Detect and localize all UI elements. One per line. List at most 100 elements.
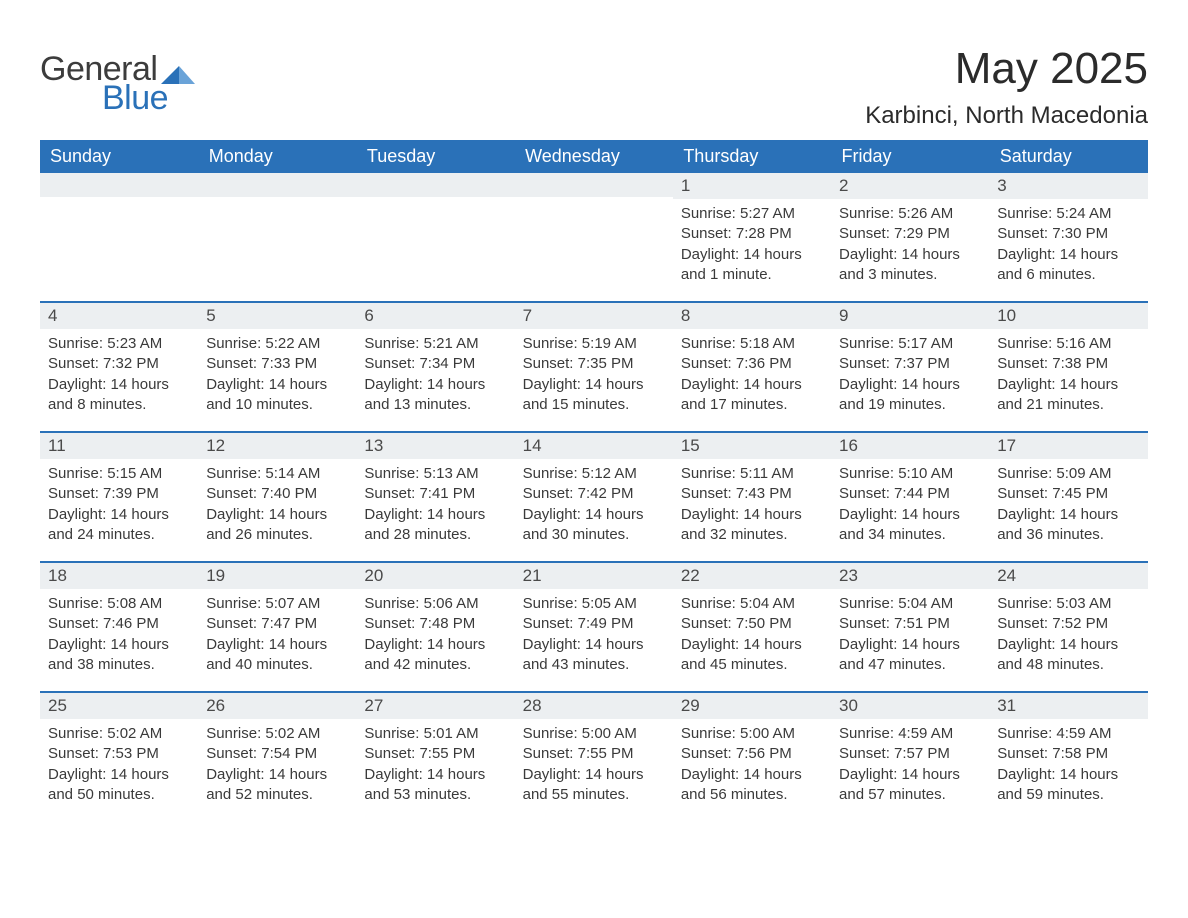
sunrise-text: Sunrise: 5:06 AM: [364, 594, 506, 614]
daylight-text: Daylight: 14 hours and 34 minutes.: [839, 505, 981, 546]
day-number: 6: [356, 303, 514, 329]
weekday-header: Thursday: [673, 140, 831, 173]
day-details: Sunrise: 5:00 AMSunset: 7:56 PMDaylight:…: [673, 719, 831, 813]
day-number-bar-empty: [198, 173, 356, 197]
sunset-text: Sunset: 7:28 PM: [681, 224, 823, 244]
day-number: 13: [356, 433, 514, 459]
sunrise-text: Sunrise: 5:12 AM: [523, 464, 665, 484]
day-number: 26: [198, 693, 356, 719]
day-details: Sunrise: 5:03 AMSunset: 7:52 PMDaylight:…: [989, 589, 1147, 683]
sunset-text: Sunset: 7:40 PM: [206, 484, 348, 504]
day-number: 19: [198, 563, 356, 589]
daylight-text: Daylight: 14 hours and 50 minutes.: [48, 765, 190, 806]
daylight-text: Daylight: 14 hours and 56 minutes.: [681, 765, 823, 806]
sunrise-text: Sunrise: 5:27 AM: [681, 204, 823, 224]
daylight-text: Daylight: 14 hours and 6 minutes.: [997, 245, 1139, 286]
calendar-cell: 8Sunrise: 5:18 AMSunset: 7:36 PMDaylight…: [673, 302, 831, 432]
day-details: Sunrise: 5:23 AMSunset: 7:32 PMDaylight:…: [40, 329, 198, 423]
day-number: 3: [989, 173, 1147, 199]
day-details: Sunrise: 5:14 AMSunset: 7:40 PMDaylight:…: [198, 459, 356, 553]
sunset-text: Sunset: 7:53 PM: [48, 744, 190, 764]
day-number: 30: [831, 693, 989, 719]
sunrise-text: Sunrise: 5:04 AM: [839, 594, 981, 614]
day-details: Sunrise: 5:09 AMSunset: 7:45 PMDaylight:…: [989, 459, 1147, 553]
sunset-text: Sunset: 7:58 PM: [997, 744, 1139, 764]
sunrise-text: Sunrise: 5:18 AM: [681, 334, 823, 354]
sunrise-text: Sunrise: 5:16 AM: [997, 334, 1139, 354]
sunrise-text: Sunrise: 5:15 AM: [48, 464, 190, 484]
calendar-cell: 11Sunrise: 5:15 AMSunset: 7:39 PMDayligh…: [40, 432, 198, 562]
day-details: Sunrise: 5:05 AMSunset: 7:49 PMDaylight:…: [515, 589, 673, 683]
day-number: 24: [989, 563, 1147, 589]
daylight-text: Daylight: 14 hours and 57 minutes.: [839, 765, 981, 806]
day-details: Sunrise: 5:19 AMSunset: 7:35 PMDaylight:…: [515, 329, 673, 423]
calendar-table: Sunday Monday Tuesday Wednesday Thursday…: [40, 140, 1148, 821]
sunset-text: Sunset: 7:43 PM: [681, 484, 823, 504]
calendar-cell: [515, 173, 673, 302]
sunrise-text: Sunrise: 5:04 AM: [681, 594, 823, 614]
sunset-text: Sunset: 7:35 PM: [523, 354, 665, 374]
calendar-cell: 27Sunrise: 5:01 AMSunset: 7:55 PMDayligh…: [356, 692, 514, 821]
day-number: 23: [831, 563, 989, 589]
calendar-cell: [198, 173, 356, 302]
calendar-cell: 31Sunrise: 4:59 AMSunset: 7:58 PMDayligh…: [989, 692, 1147, 821]
day-number: 1: [673, 173, 831, 199]
daylight-text: Daylight: 14 hours and 1 minute.: [681, 245, 823, 286]
sunrise-text: Sunrise: 5:22 AM: [206, 334, 348, 354]
day-details: Sunrise: 4:59 AMSunset: 7:57 PMDaylight:…: [831, 719, 989, 813]
day-details: Sunrise: 5:07 AMSunset: 7:47 PMDaylight:…: [198, 589, 356, 683]
sunrise-text: Sunrise: 5:00 AM: [523, 724, 665, 744]
sunrise-text: Sunrise: 5:10 AM: [839, 464, 981, 484]
sunset-text: Sunset: 7:38 PM: [997, 354, 1139, 374]
sunrise-text: Sunrise: 5:14 AM: [206, 464, 348, 484]
daylight-text: Daylight: 14 hours and 32 minutes.: [681, 505, 823, 546]
calendar-cell: 5Sunrise: 5:22 AMSunset: 7:33 PMDaylight…: [198, 302, 356, 432]
daylight-text: Daylight: 14 hours and 40 minutes.: [206, 635, 348, 676]
day-number: 25: [40, 693, 198, 719]
sunset-text: Sunset: 7:44 PM: [839, 484, 981, 504]
header: General Blue May 2025 Karbinci, North Ma…: [40, 30, 1148, 130]
day-number: 31: [989, 693, 1147, 719]
sunrise-text: Sunrise: 5:09 AM: [997, 464, 1139, 484]
daylight-text: Daylight: 14 hours and 43 minutes.: [523, 635, 665, 676]
sunrise-text: Sunrise: 5:07 AM: [206, 594, 348, 614]
day-details: Sunrise: 5:04 AMSunset: 7:50 PMDaylight:…: [673, 589, 831, 683]
day-details: Sunrise: 5:26 AMSunset: 7:29 PMDaylight:…: [831, 199, 989, 293]
calendar-week-row: 25Sunrise: 5:02 AMSunset: 7:53 PMDayligh…: [40, 692, 1148, 821]
day-number: 9: [831, 303, 989, 329]
day-number-bar-empty: [40, 173, 198, 197]
daylight-text: Daylight: 14 hours and 36 minutes.: [997, 505, 1139, 546]
daylight-text: Daylight: 14 hours and 8 minutes.: [48, 375, 190, 416]
daylight-text: Daylight: 14 hours and 30 minutes.: [523, 505, 665, 546]
daylight-text: Daylight: 14 hours and 59 minutes.: [997, 765, 1139, 806]
sunset-text: Sunset: 7:47 PM: [206, 614, 348, 634]
day-details: Sunrise: 5:22 AMSunset: 7:33 PMDaylight:…: [198, 329, 356, 423]
day-number-bar-empty: [515, 173, 673, 197]
day-number: 27: [356, 693, 514, 719]
day-number: 10: [989, 303, 1147, 329]
daylight-text: Daylight: 14 hours and 38 minutes.: [48, 635, 190, 676]
sunset-text: Sunset: 7:30 PM: [997, 224, 1139, 244]
day-number: 15: [673, 433, 831, 459]
weekday-header-row: Sunday Monday Tuesday Wednesday Thursday…: [40, 140, 1148, 173]
day-details: Sunrise: 5:16 AMSunset: 7:38 PMDaylight:…: [989, 329, 1147, 423]
daylight-text: Daylight: 14 hours and 21 minutes.: [997, 375, 1139, 416]
sunset-text: Sunset: 7:51 PM: [839, 614, 981, 634]
daylight-text: Daylight: 14 hours and 26 minutes.: [206, 505, 348, 546]
day-number: 11: [40, 433, 198, 459]
sunrise-text: Sunrise: 5:02 AM: [48, 724, 190, 744]
daylight-text: Daylight: 14 hours and 48 minutes.: [997, 635, 1139, 676]
day-number: 22: [673, 563, 831, 589]
day-number: 28: [515, 693, 673, 719]
sunset-text: Sunset: 7:54 PM: [206, 744, 348, 764]
calendar-cell: 19Sunrise: 5:07 AMSunset: 7:47 PMDayligh…: [198, 562, 356, 692]
calendar-week-row: 4Sunrise: 5:23 AMSunset: 7:32 PMDaylight…: [40, 302, 1148, 432]
weekday-header: Friday: [831, 140, 989, 173]
sunrise-text: Sunrise: 5:24 AM: [997, 204, 1139, 224]
daylight-text: Daylight: 14 hours and 24 minutes.: [48, 505, 190, 546]
brand-triangle-icon: [161, 64, 195, 89]
day-number: 7: [515, 303, 673, 329]
day-details: Sunrise: 5:01 AMSunset: 7:55 PMDaylight:…: [356, 719, 514, 813]
daylight-text: Daylight: 14 hours and 55 minutes.: [523, 765, 665, 806]
day-details: Sunrise: 4:59 AMSunset: 7:58 PMDaylight:…: [989, 719, 1147, 813]
